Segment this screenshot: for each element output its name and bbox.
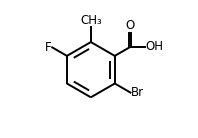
Text: F: F — [45, 41, 51, 54]
Text: CH₃: CH₃ — [80, 14, 102, 27]
Text: Br: Br — [131, 86, 144, 99]
Text: O: O — [126, 19, 135, 32]
Text: OH: OH — [145, 40, 163, 53]
